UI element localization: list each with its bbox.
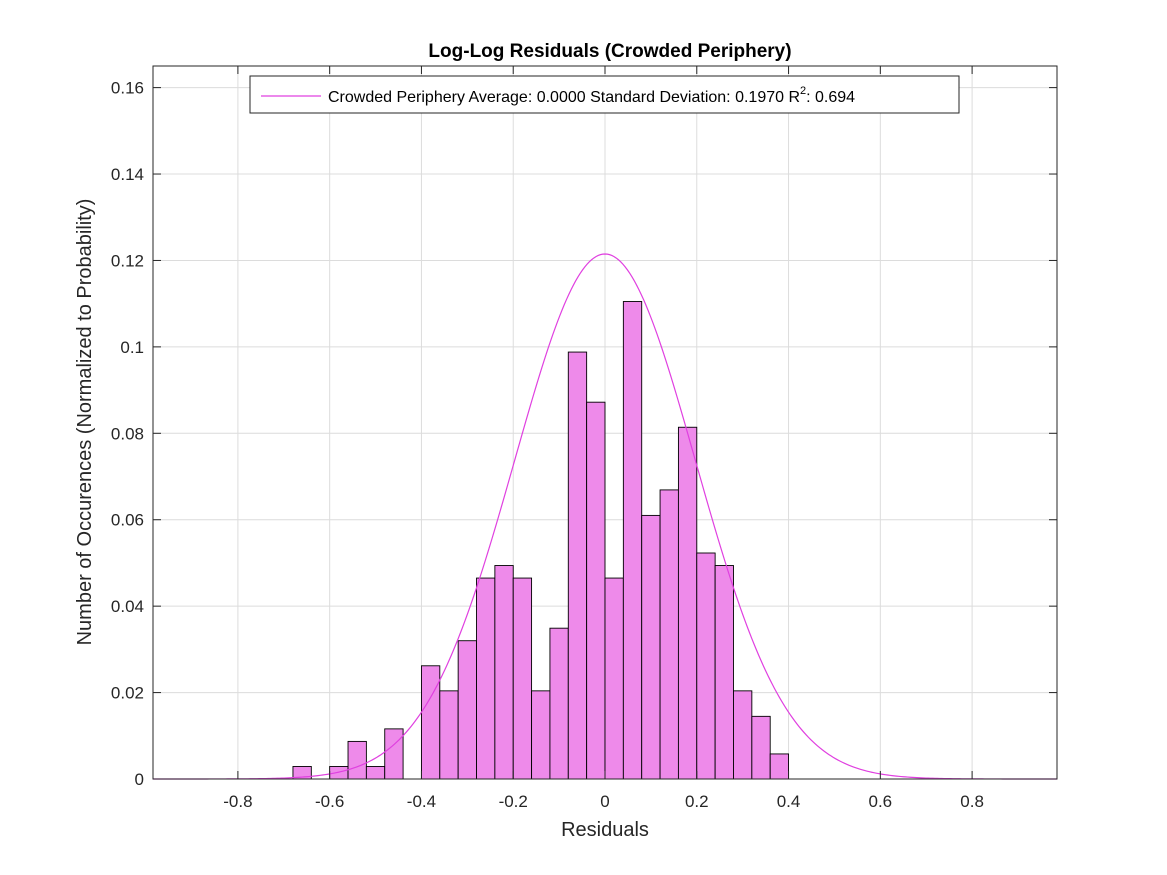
histogram-bar [549,627,569,780]
histogram-bar [641,514,661,780]
histogram-bar [365,766,386,780]
x-tick-label: 0.8 [960,792,984,811]
histogram-bar [677,426,698,780]
x-tick-label: -0.8 [223,792,252,811]
legend-entry-text: Crowded Periphery Average: 0.0000 Standa… [328,85,855,106]
y-tick-label: 0 [135,770,144,789]
x-tick-label: -0.2 [499,792,528,811]
y-tick-label: 0.02 [111,684,144,703]
histogram-bar [622,301,643,780]
y-tick-label: 0.06 [111,511,144,530]
histogram-bar [420,665,441,780]
histogram-bar [586,401,606,780]
histogram-bar [751,715,771,780]
tick-marks [153,66,1057,780]
histogram-bar [512,577,533,780]
y-tick-label: 0.16 [111,79,144,98]
x-tick-label: -0.4 [407,792,436,811]
legend-entry-main: Crowded Periphery Average: 0.0000 Standa… [328,89,800,106]
histogram-bar [531,690,551,780]
x-tick-label: 0.4 [777,792,801,811]
histogram-bar [714,565,734,780]
legend-entry-superscript: 2 [800,85,806,97]
histogram-bar [659,489,679,780]
legend-entry-tail: : 0.694 [806,89,855,106]
histogram-bar [733,690,753,780]
histogram-bar [604,577,624,780]
histogram-bar [696,552,716,780]
histogram-bar [494,565,514,780]
histogram-bar [384,728,404,780]
y-tick-label: 0.1 [120,338,144,357]
legend-box [249,75,960,114]
histogram-bars [292,301,790,780]
chart-title: Log-Log Residuals (Crowded Periphery) [428,41,791,62]
legend: Crowded Periphery Average: 0.0000 Standa… [249,75,960,114]
y-tick-label: 0.14 [111,165,144,184]
x-tick-labels: -0.8 -0.6 -0.4 -0.2 0 0.2 0.4 0.6 0.8 [223,792,984,811]
histogram-bar [769,753,790,780]
y-tick-labels: 0 0.02 0.04 0.06 0.08 0.1 0.12 0.14 0.16 [111,79,144,789]
y-axis-label: Number of Occurences (Normalized to Prob… [74,199,96,646]
normal-fit-curve [153,253,1057,780]
x-axis-label: Residuals [561,819,649,841]
histogram-bar [347,740,367,780]
x-tick-label: 0.2 [685,792,709,811]
histogram-bar [439,690,459,780]
y-tick-label: 0.12 [111,251,144,270]
histogram-bar [567,351,588,780]
x-tick-label: 0 [600,792,609,811]
plot-area [152,65,1058,780]
histogram-bar [329,766,349,780]
y-tick-label: 0.04 [111,597,144,616]
histogram-bar [457,640,477,780]
x-tick-label: 0.6 [869,792,893,811]
x-tick-label: -0.6 [315,792,344,811]
y-tick-label: 0.08 [111,424,144,443]
histogram-bar [476,577,496,780]
